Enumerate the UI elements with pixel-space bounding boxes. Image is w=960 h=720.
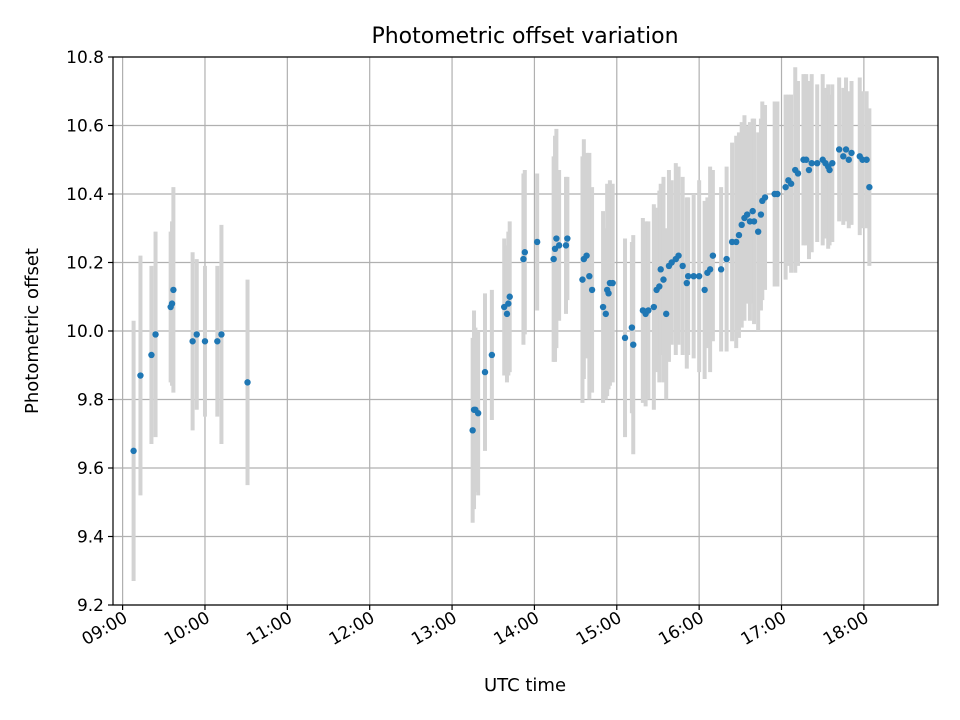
data-point (738, 221, 745, 229)
data-point (218, 331, 225, 338)
data-point (842, 146, 850, 153)
data-point (805, 166, 813, 174)
data-point (193, 331, 200, 338)
data-point (757, 211, 765, 218)
data-point (481, 368, 489, 376)
data-point (189, 338, 196, 345)
x-axis-label: UTC time (484, 675, 566, 696)
data-point (743, 211, 751, 218)
y-axis-ticks: 9.2 9.4 9.6 9.8 10.0 10.2 10.4 10.6 10.8 (66, 48, 113, 616)
data-point (774, 190, 781, 198)
data-point (628, 324, 636, 331)
data-point (829, 159, 836, 167)
data-point (733, 238, 740, 246)
data-point (749, 207, 756, 215)
data-point (701, 286, 708, 294)
data-point (602, 310, 610, 318)
data-point (735, 231, 743, 239)
data-point (690, 273, 697, 280)
data-point (709, 252, 717, 259)
data-point (605, 290, 612, 297)
data-point (474, 410, 482, 417)
data-point (579, 276, 586, 283)
data-point (533, 238, 541, 246)
data-point (583, 252, 590, 259)
data-point (754, 228, 762, 235)
data-point (675, 252, 682, 259)
data-point (657, 266, 664, 273)
data-point (609, 279, 616, 287)
data-point (586, 273, 593, 280)
data-point (488, 351, 496, 359)
data-point (503, 310, 511, 318)
data-point (840, 153, 847, 160)
data-point (520, 255, 527, 263)
data-point (201, 338, 209, 345)
data-point (506, 293, 513, 300)
data-point (564, 235, 571, 242)
data-point (645, 307, 652, 314)
data-point (848, 149, 855, 157)
y-tick-label: 10.2 (66, 254, 104, 274)
y-tick-label: 10.8 (66, 48, 104, 68)
data-point (826, 166, 833, 174)
data-point (505, 300, 512, 307)
data-point (683, 279, 690, 287)
data-point (599, 303, 607, 311)
y-tick-label: 9.2 (77, 596, 104, 616)
data-point (723, 255, 730, 263)
data-point (168, 300, 176, 307)
y-tick-label: 10.4 (66, 185, 104, 205)
data-point (761, 194, 769, 201)
data-point (803, 156, 810, 163)
data-point (866, 183, 873, 191)
y-tick-label: 9.6 (77, 459, 104, 479)
data-point (706, 266, 714, 273)
data-point (845, 156, 852, 163)
data-point (835, 146, 843, 153)
data-point (244, 379, 251, 386)
data-point (550, 255, 557, 263)
data-point (782, 183, 789, 191)
data-point (663, 310, 670, 318)
data-point (660, 276, 667, 283)
data-point (695, 273, 703, 280)
data-point (679, 262, 686, 270)
data-point (555, 242, 563, 249)
data-point (137, 372, 144, 379)
data-point (469, 427, 476, 434)
data-point (787, 180, 795, 187)
data-point (684, 273, 692, 280)
data-point (808, 159, 815, 167)
data-point (152, 331, 159, 338)
data-point (656, 283, 663, 290)
y-tick-label: 10.6 (66, 117, 104, 137)
data-points (130, 146, 873, 455)
data-point (148, 351, 155, 359)
y-tick-label: 9.4 (77, 528, 104, 548)
data-point (214, 338, 221, 345)
y-axis-label: Photometric offset (22, 248, 43, 414)
data-point (863, 156, 870, 163)
data-point (170, 286, 177, 294)
data-point (621, 334, 629, 342)
chart-title: Photometric offset variation (371, 24, 678, 49)
data-point (562, 242, 570, 249)
y-tick-label: 10.0 (66, 322, 104, 342)
data-point (814, 159, 821, 167)
data-point (717, 266, 725, 273)
data-point (630, 341, 637, 348)
data-point (588, 286, 596, 294)
data-point (750, 218, 758, 225)
data-point (650, 303, 658, 311)
y-tick-label: 9.8 (77, 391, 104, 411)
data-point (130, 447, 137, 455)
data-point (553, 235, 560, 242)
data-point (794, 170, 802, 177)
data-point (521, 249, 529, 256)
